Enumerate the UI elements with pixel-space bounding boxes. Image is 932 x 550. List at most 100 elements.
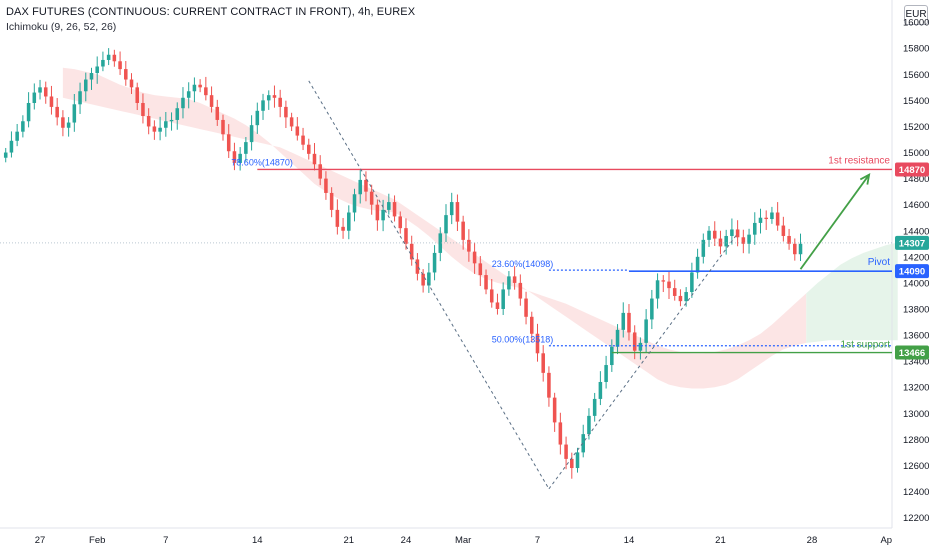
candle-body (101, 59, 105, 67)
pivot-label: Pivot (868, 257, 890, 268)
candle-body (364, 179, 368, 192)
candle-body (667, 281, 671, 289)
currency-button[interactable]: EUR (904, 5, 928, 25)
candle-body (684, 292, 688, 302)
candle-body (444, 215, 448, 234)
candle-body (301, 135, 305, 145)
candle-body (192, 84, 197, 92)
candle-body (66, 122, 71, 128)
candle-body (61, 117, 65, 128)
x-tick-label: 28 (807, 535, 818, 546)
candles (3, 48, 803, 479)
x-tick-label: 21 (344, 535, 355, 546)
candle-body (678, 295, 683, 302)
candle-body (730, 229, 734, 236)
candle-body (387, 202, 391, 210)
candle-body (661, 280, 666, 282)
candle-body (781, 225, 786, 236)
candle-body (472, 251, 477, 264)
candle-body (615, 329, 620, 347)
candle-body (112, 54, 117, 62)
candle-body (9, 140, 14, 153)
fib-500-label: 50.00%(13518) (492, 335, 554, 345)
candle-body (89, 73, 94, 80)
candle-body (164, 121, 168, 128)
candle-body (289, 117, 294, 127)
candle-body (638, 342, 643, 351)
candle-body (95, 66, 99, 74)
candle-body (249, 125, 254, 143)
fib-trend-down (308, 80, 550, 490)
drawings: 1st resistance 78.60%(14870) Pivot 23.60%(1… (0, 80, 892, 490)
candle-body (495, 302, 500, 309)
candle-body (369, 191, 374, 205)
candle-body (552, 397, 557, 423)
candle-body (72, 104, 77, 123)
y-tick-label: 12400 (903, 487, 929, 498)
candle-body (21, 121, 25, 132)
candle-body (398, 216, 403, 229)
candle-body (587, 415, 591, 435)
x-tick-label: 7 (163, 535, 168, 546)
candle-body (501, 289, 505, 309)
candle-body (529, 316, 534, 334)
candle-body (712, 230, 717, 239)
candle-body (181, 97, 185, 109)
candle-body (610, 346, 614, 366)
candle-body (707, 230, 711, 240)
y-tick-label: 13200 (903, 383, 929, 394)
candle-body (735, 229, 740, 238)
candle-body (204, 87, 208, 96)
x-tick-label: Feb (89, 535, 105, 546)
x-tick-label: Mar (455, 535, 471, 546)
candle-body (535, 333, 540, 354)
candle-body (26, 102, 31, 122)
candle-body (3, 152, 8, 158)
pivot-price-tag-bg (895, 264, 929, 279)
fib-786-label: 78.60%(14870) (231, 157, 293, 167)
candle-body (518, 282, 523, 299)
candle-body (592, 398, 597, 416)
y-tick-label: 14000 (903, 278, 929, 289)
cloud-bullish (806, 242, 898, 343)
candle-body (489, 289, 494, 303)
candle-body (575, 452, 580, 469)
candle-body (186, 91, 191, 98)
y-tick-label: 13600 (903, 331, 929, 342)
x-tick-label: 21 (715, 535, 726, 546)
y-tick-label: 15200 (903, 122, 929, 133)
candle-body (507, 276, 511, 290)
candle-body (478, 263, 483, 276)
candle-body (255, 110, 260, 126)
candle-body (55, 106, 59, 118)
candle-body (169, 119, 174, 122)
y-tick-label: 14800 (903, 174, 929, 185)
candle-body (352, 194, 357, 213)
candle-body (793, 243, 797, 255)
candle-body (198, 84, 202, 88)
candle-body (484, 275, 488, 290)
grid (0, 0, 893, 529)
candle-body (449, 202, 454, 216)
candle-body (358, 179, 363, 195)
candle-body (621, 312, 626, 330)
y-tick-label: 15400 (903, 96, 929, 107)
y-tick-label: 12200 (903, 513, 929, 524)
candle-body (655, 280, 660, 299)
candle-body (129, 79, 134, 88)
candle-body (335, 209, 340, 227)
candle-body (724, 235, 728, 247)
x-tick-label: 14 (624, 535, 635, 546)
candle-body (209, 95, 214, 107)
candle-body (261, 100, 265, 111)
y-tick-label: 16000 (903, 18, 929, 29)
axes: 12200 12400 12600 12800 13000 13200 13400 13600… (35, 18, 930, 546)
x-tick-label: 7 (535, 535, 540, 546)
indicator-legend[interactable]: Ichimoku (9, 26, 52, 26) (6, 21, 117, 33)
last-price-tag-bg (895, 235, 929, 250)
candle-body (512, 276, 517, 283)
candle-body (644, 319, 648, 343)
candle-body (758, 217, 763, 223)
y-tick-label: 15600 (903, 70, 929, 81)
